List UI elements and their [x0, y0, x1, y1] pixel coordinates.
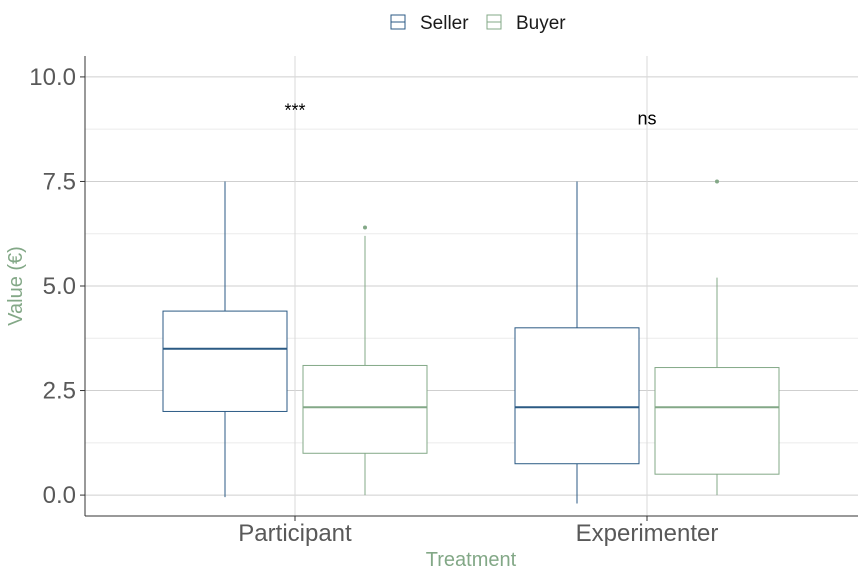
legend-label-seller: Seller [420, 13, 469, 34]
significance-label-1: ns [637, 109, 656, 129]
x-tick-label-1: Experimenter [576, 520, 719, 547]
box-buyer-participant [302, 225, 428, 496]
outlier-point-0 [715, 179, 719, 184]
box-iqr [514, 327, 640, 465]
legend-item-seller: Seller [390, 13, 469, 34]
box-buyer-experimenter [654, 179, 780, 496]
y-axis-title: Value (€) [5, 246, 27, 326]
boxes [162, 179, 780, 504]
outlier-point-0 [363, 225, 367, 230]
legend: Seller Buyer [390, 13, 566, 34]
y-tick-label-3: 7.5 [43, 168, 76, 195]
x-axis-title: Treatment [426, 549, 517, 571]
y-tick-label-2: 5.0 [43, 273, 76, 300]
box-iqr [162, 310, 288, 412]
box-seller-participant [162, 181, 288, 498]
box-seller-experimenter [514, 181, 640, 504]
legend-item-buyer: Buyer [486, 13, 566, 34]
legend-label-buyer: Buyer [516, 13, 566, 34]
significance-label-0: *** [284, 100, 305, 120]
box-iqr [302, 364, 428, 454]
annotations: *** ns [284, 100, 656, 128]
y-tick-label-0: 0.0 [43, 482, 76, 509]
y-tick-label-1: 2.5 [43, 378, 76, 405]
box-iqr [654, 367, 780, 475]
y-tick-label-4: 10.0 [29, 64, 76, 91]
x-tick-label-0: Participant [238, 520, 352, 547]
tick-labels: 0.0 2.5 5.0 7.5 10.0 Participant Experimenter [29, 64, 718, 547]
